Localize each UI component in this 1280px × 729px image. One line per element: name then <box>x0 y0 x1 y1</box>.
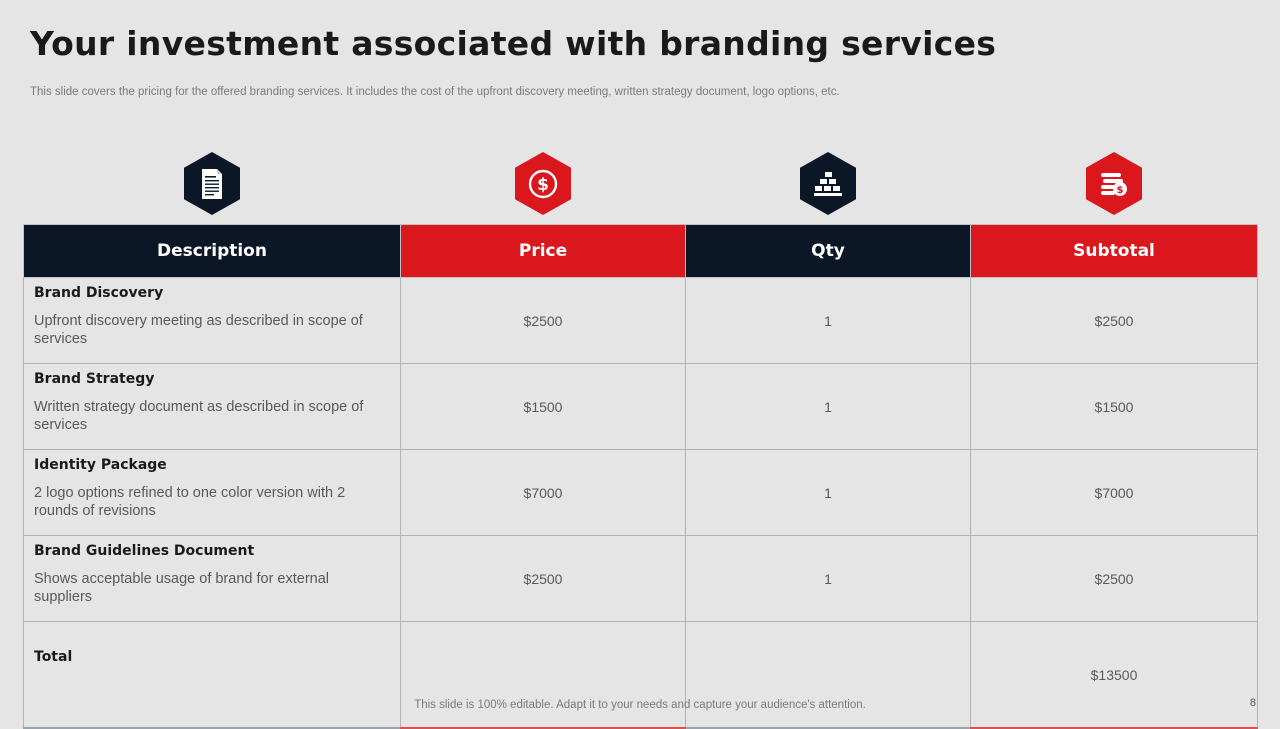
svg-text:$: $ <box>537 175 549 195</box>
page-number: 8 <box>1249 697 1256 709</box>
item-name: Brand Strategy <box>34 371 155 387</box>
item-description: Upfront discovery meeting as described i… <box>34 313 363 347</box>
dollar-coin-icon: $ <box>515 152 571 215</box>
item-description: 2 logo options refined to one color vers… <box>34 485 346 519</box>
total-label: Total <box>34 649 73 665</box>
table-row: Identity Package 2 logo options refined … <box>23 449 1258 536</box>
document-icon <box>184 152 240 215</box>
total-row: Total $13500 <box>23 621 1258 729</box>
total-qty-cell <box>685 621 971 729</box>
header-price: Price <box>400 224 686 278</box>
qty-cell: 1 <box>685 277 971 364</box>
item-name: Brand Discovery <box>34 285 164 301</box>
icon-row: $ $ <box>0 152 1280 216</box>
svg-text:$: $ <box>1117 185 1124 196</box>
coins-icon: $ <box>1086 152 1142 215</box>
total-label-cell: Total <box>23 621 401 729</box>
slide-title: Your investment associated with branding… <box>30 24 997 63</box>
header-qty: Qty <box>685 224 971 278</box>
item-description: Written strategy document as described i… <box>34 399 364 433</box>
slide-footer: This slide is 100% editable. Adapt it to… <box>414 699 866 711</box>
subtotal-cell: $1500 <box>970 363 1258 450</box>
price-cell: $2500 <box>400 535 686 622</box>
slide-subtitle: This slide covers the pricing for the of… <box>30 86 840 98</box>
item-name: Brand Guidelines Document <box>34 543 255 559</box>
table-header-row: Description Price Qty Subtotal <box>23 224 1258 278</box>
money-stack-icon <box>800 152 856 215</box>
item-description: Shows acceptable usage of brand for exte… <box>34 571 330 605</box>
total-price-cell <box>400 621 686 729</box>
subtotal-cell: $7000 <box>970 449 1258 536</box>
subtotal-cell: $2500 <box>970 535 1258 622</box>
total-subtotal-cell: $13500 <box>970 621 1258 729</box>
description-cell: Brand Guidelines Document Shows acceptab… <box>23 535 401 622</box>
description-cell: Brand Strategy Written strategy document… <box>23 363 401 450</box>
header-description: Description <box>23 224 401 278</box>
table-row: Brand Guidelines Document Shows acceptab… <box>23 535 1258 622</box>
pricing-table: Description Price Qty Subtotal Brand Dis… <box>23 224 1258 729</box>
qty-cell: 1 <box>685 449 971 536</box>
qty-cell: 1 <box>685 535 971 622</box>
subtotal-cell: $2500 <box>970 277 1258 364</box>
table-row: Brand Strategy Written strategy document… <box>23 363 1258 450</box>
price-cell: $2500 <box>400 277 686 364</box>
price-cell: $7000 <box>400 449 686 536</box>
header-subtotal: Subtotal <box>970 224 1258 278</box>
table-row: Brand Discovery Upfront discovery meetin… <box>23 277 1258 364</box>
price-cell: $1500 <box>400 363 686 450</box>
description-cell: Brand Discovery Upfront discovery meetin… <box>23 277 401 364</box>
qty-cell: 1 <box>685 363 971 450</box>
description-cell: Identity Package 2 logo options refined … <box>23 449 401 536</box>
item-name: Identity Package <box>34 457 167 473</box>
